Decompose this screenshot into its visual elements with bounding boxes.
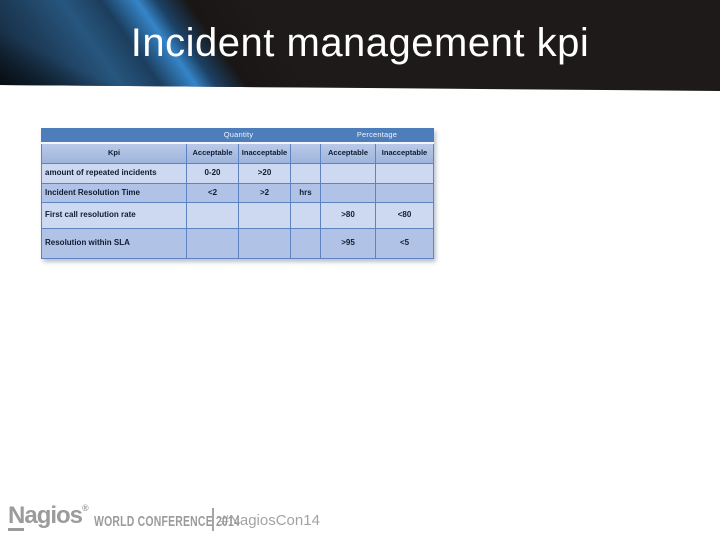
event-label-wrap: WORLD CONFERENCE 2014 <box>94 513 240 532</box>
page-title: Incident management kpi <box>130 21 590 65</box>
column-header-unit <box>290 142 321 164</box>
value-cell: <2 <box>186 183 239 203</box>
value-cell <box>375 183 434 203</box>
table-row: Resolution within SLA >95 <5 <box>41 228 434 259</box>
value-cell: >95 <box>320 228 376 259</box>
registered-mark: ® <box>82 503 89 513</box>
hashtag-label: #NagiosCon14 <box>220 512 320 529</box>
unit-cell: hrs <box>290 183 321 203</box>
value-cell <box>320 163 376 184</box>
value-cell <box>375 163 434 184</box>
unit-cell <box>290 202 321 229</box>
value-cell <box>186 228 239 259</box>
value-cell: 0-20 <box>186 163 239 184</box>
table-row: First call resolution rate >80 <80 <box>41 202 434 229</box>
event-label: WORLD CONFERENCE 2014 <box>93 513 240 530</box>
blue-swoosh-decoration <box>0 0 720 91</box>
kpi-label-cell: Resolution within SLA <box>41 228 187 259</box>
kpi-table: Quantity Percentage Kpi Acceptable Inacc… <box>41 128 434 259</box>
value-cell: <5 <box>375 228 434 259</box>
value-cell <box>320 183 376 203</box>
group-header-empty-cell <box>290 128 321 144</box>
value-cell: >80 <box>320 202 376 229</box>
kpi-label-cell: Incident Resolution Time <box>41 183 187 203</box>
value-cell: >2 <box>238 183 291 203</box>
group-header-empty-cell <box>41 128 187 144</box>
kpi-label-cell: amount of repeated incidents <box>41 163 187 184</box>
kpi-label-cell: First call resolution rate <box>41 202 187 229</box>
group-header-quantity: Quantity <box>186 128 291 144</box>
value-cell: <80 <box>375 202 434 229</box>
footer-divider <box>211 508 214 531</box>
column-header-q-inacceptable: Inacceptable <box>238 142 291 164</box>
table-row: amount of repeated incidents 0-20 >20 <box>41 163 434 184</box>
footer: Nagios® WORLD CONFERENCE 2014 #NagiosCon… <box>8 501 320 531</box>
table-row: Incident Resolution Time <2 >2 hrs <box>41 183 434 203</box>
nagios-logo: Nagios® <box>8 504 89 531</box>
title-band: Incident management kpi <box>0 0 720 91</box>
nagios-logo-rest: agios <box>24 502 83 529</box>
group-header-percentage: Percentage <box>320 128 434 144</box>
value-cell <box>238 228 291 259</box>
column-header-p-inacceptable: Inacceptable <box>375 142 434 164</box>
column-header-q-acceptable: Acceptable <box>186 142 239 164</box>
table-group-header-row: Quantity Percentage <box>41 128 434 144</box>
value-cell: >20 <box>238 163 291 184</box>
unit-cell <box>290 163 321 184</box>
value-cell <box>238 202 291 229</box>
table-header-row: Kpi Acceptable Inacceptable Acceptable I… <box>41 142 434 164</box>
column-header-p-acceptable: Acceptable <box>320 142 376 164</box>
value-cell <box>186 202 239 229</box>
unit-cell <box>290 228 321 259</box>
nagios-logo-initial: N <box>8 502 25 531</box>
column-header-kpi: Kpi <box>41 142 187 164</box>
